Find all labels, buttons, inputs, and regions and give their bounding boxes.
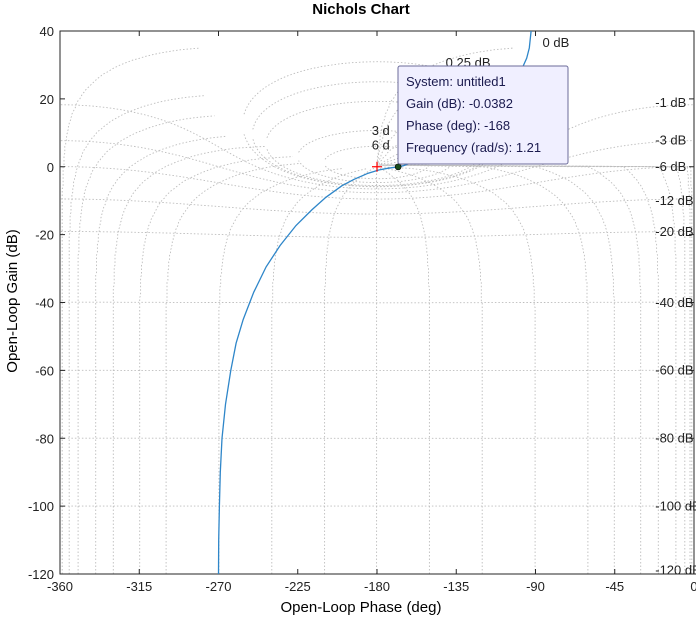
- m-circle-label: -60 dB: [655, 363, 693, 378]
- x-tick-label: -225: [285, 579, 311, 594]
- n-circle-17-0: [112, 145, 265, 574]
- n-circle-12-0: [324, 167, 375, 574]
- n-circle-7-0: [388, 162, 589, 574]
- m-circle-label: -1 dB: [655, 95, 686, 110]
- datatip[interactable]: System: untitled1 Gain (dB): -0.0382 Phase…: [397, 65, 569, 165]
- axis-ticks: -360 -315 -270 -225 -180 -135 -90 -45 0 -120 -100 -…: [28, 24, 696, 594]
- n-circle-13-0: [271, 167, 368, 574]
- n-circle-10-0: [379, 167, 430, 574]
- n-circle-16-0: [139, 156, 293, 574]
- m-circle-label: -80 dB: [655, 431, 693, 446]
- m-circle-label: -12 dB: [655, 193, 693, 208]
- n-circle-18-0: [95, 135, 227, 574]
- m-circle-grid: [60, 47, 694, 574]
- m-circle-labels: 0 dB0.25 dB3 d6 d-1 dB-3 dB-6 dB-12 dB-2…: [372, 35, 696, 578]
- x-tick-label: -90: [526, 579, 545, 594]
- n-circle-20-0: [68, 95, 206, 574]
- n-circle-2-0: [376, 95, 686, 574]
- x-tick-label: -315: [126, 579, 152, 594]
- y-tick-label: 40: [40, 24, 54, 39]
- m-circle-label: -40 dB: [655, 295, 693, 310]
- n-circle-5-0: [379, 145, 642, 574]
- y-axis-label: Open-Loop Gain (dB): [4, 229, 21, 372]
- m-circle-7: [60, 166, 694, 200]
- m-circle-10: [60, 301, 694, 304]
- datatip-line: System: untitled1: [406, 74, 506, 89]
- n-circle-15-0: [165, 162, 301, 574]
- n-circle-6-0: [383, 156, 615, 574]
- x-tick-label: 0: [690, 579, 696, 594]
- x-tick-label: -45: [605, 579, 624, 594]
- m-circle-label: 0 dB: [543, 35, 570, 50]
- n-circle-21-0: [61, 47, 201, 574]
- datatip-marker: [394, 163, 402, 171]
- m-circle-label: -120 dB: [655, 563, 696, 578]
- m-circle-label: -100 dB: [655, 498, 696, 513]
- y-tick-label: -100: [28, 499, 54, 514]
- n-circle-4-0: [377, 135, 659, 574]
- datatip-box: [397, 65, 569, 165]
- datatip-line: Gain (dB): -0.0382: [406, 96, 513, 111]
- y-tick-label: -120: [28, 567, 54, 582]
- n-circle-8-0: [377, 166, 536, 574]
- x-axis-label: Open-Loop Phase (deg): [281, 599, 442, 616]
- x-tick-label: -360: [47, 579, 73, 594]
- datatip-line: Phase (deg): -168: [406, 118, 510, 133]
- m-circle-label: -20 dB: [655, 224, 693, 239]
- m-circle-label: -6 dB: [655, 159, 686, 174]
- x-tick-label: -135: [443, 579, 469, 594]
- m-circle-2: [266, 100, 488, 186]
- m-circle-label: 6 d: [372, 138, 390, 153]
- chart-title: Nichols Chart: [312, 1, 410, 18]
- m-circle-6: [60, 140, 694, 194]
- x-tick-label: -270: [205, 579, 231, 594]
- y-tick-label: 0: [47, 160, 54, 175]
- n-circle-9-0: [386, 167, 483, 574]
- n-circle-0-0: [376, 47, 693, 574]
- y-tick-label: -60: [35, 363, 54, 378]
- n-circle-1-0: [376, 67, 691, 574]
- m-circle-1: [252, 81, 502, 187]
- m-circle-8: [60, 198, 694, 215]
- y-tick-label: 20: [40, 92, 54, 107]
- m-circle-label: 3 d: [372, 123, 390, 138]
- y-tick-label: -80: [35, 431, 54, 446]
- datatip-line: Frequency (rad/s): 1.21: [406, 140, 541, 155]
- m-circle-label: -3 dB: [655, 133, 686, 148]
- y-tick-label: -20: [35, 228, 54, 243]
- n-circle-19-0: [77, 115, 215, 574]
- x-tick-label: -180: [364, 579, 390, 594]
- y-tick-label: -40: [35, 296, 54, 311]
